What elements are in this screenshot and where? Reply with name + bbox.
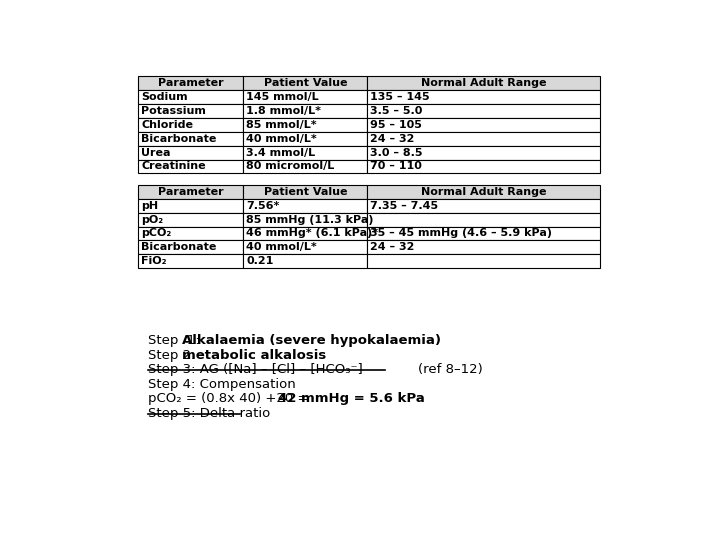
Text: metabolic alkalosis: metabolic alkalosis bbox=[182, 349, 326, 362]
Bar bbox=[243, 90, 367, 104]
Bar bbox=[243, 254, 367, 268]
Bar bbox=[367, 226, 600, 240]
Text: Bicarbonate: Bicarbonate bbox=[141, 134, 217, 144]
Text: 85 mmHg (11.3 kPa): 85 mmHg (11.3 kPa) bbox=[246, 214, 374, 225]
Text: pO₂: pO₂ bbox=[141, 214, 163, 225]
Bar bbox=[367, 132, 600, 146]
Bar bbox=[367, 213, 600, 226]
Text: Step 4: Compensation: Step 4: Compensation bbox=[148, 378, 296, 391]
Text: 3.5 – 5.0: 3.5 – 5.0 bbox=[370, 106, 423, 116]
Text: 7.56*: 7.56* bbox=[246, 201, 280, 211]
Text: 40 mmol/L*: 40 mmol/L* bbox=[246, 242, 318, 252]
Bar bbox=[367, 240, 600, 254]
Text: 145 mmol/L: 145 mmol/L bbox=[246, 92, 319, 102]
Bar bbox=[138, 90, 243, 104]
Bar bbox=[138, 146, 243, 159]
Text: Normal Adult Range: Normal Adult Range bbox=[420, 78, 546, 88]
Text: 80 micromol/L: 80 micromol/L bbox=[246, 161, 335, 171]
Bar bbox=[138, 118, 243, 132]
Bar bbox=[138, 226, 243, 240]
Text: Step 2:: Step 2: bbox=[148, 349, 200, 362]
Text: Parameter: Parameter bbox=[158, 78, 223, 88]
Bar bbox=[243, 118, 367, 132]
Bar bbox=[138, 199, 243, 213]
Text: Step  1:: Step 1: bbox=[148, 334, 204, 347]
Bar bbox=[243, 199, 367, 213]
Bar bbox=[243, 240, 367, 254]
Text: Chloride: Chloride bbox=[141, 120, 193, 130]
Text: Bicarbonate: Bicarbonate bbox=[141, 242, 217, 252]
Text: 1.8 mmol/L*: 1.8 mmol/L* bbox=[246, 106, 321, 116]
Text: Step 3: AG ([Na] – [Cl] – [HCO₃⁻]             (ref 8–12): Step 3: AG ([Na] – [Cl] – [HCO₃⁻] (ref 8… bbox=[148, 363, 483, 376]
Bar bbox=[138, 132, 243, 146]
Text: 46 mmHg* (6.1 kPa)*: 46 mmHg* (6.1 kPa)* bbox=[246, 228, 379, 239]
Text: Parameter: Parameter bbox=[158, 187, 223, 197]
Bar bbox=[138, 159, 243, 173]
Bar bbox=[243, 213, 367, 226]
Bar bbox=[243, 104, 367, 118]
Text: 3.0 – 8.5: 3.0 – 8.5 bbox=[370, 147, 423, 158]
Bar bbox=[243, 146, 367, 159]
Bar bbox=[367, 90, 600, 104]
Bar bbox=[367, 118, 600, 132]
Text: pH: pH bbox=[141, 201, 158, 211]
Bar bbox=[138, 76, 243, 90]
Bar bbox=[367, 254, 600, 268]
Text: pCO₂ = (0.8x 40) +20 =: pCO₂ = (0.8x 40) +20 = bbox=[148, 393, 313, 406]
Text: Step 5: Delta ratio: Step 5: Delta ratio bbox=[148, 407, 271, 420]
Bar bbox=[243, 159, 367, 173]
Text: 35 – 45 mmHg (4.6 – 5.9 kPa): 35 – 45 mmHg (4.6 – 5.9 kPa) bbox=[370, 228, 552, 239]
Bar bbox=[243, 132, 367, 146]
Bar bbox=[138, 240, 243, 254]
Bar bbox=[367, 159, 600, 173]
Text: 95 – 105: 95 – 105 bbox=[370, 120, 422, 130]
Bar bbox=[367, 76, 600, 90]
Bar bbox=[243, 76, 367, 90]
Text: Urea: Urea bbox=[141, 147, 171, 158]
Text: pCO₂: pCO₂ bbox=[141, 228, 171, 239]
Bar bbox=[367, 199, 600, 213]
Text: 70 – 110: 70 – 110 bbox=[370, 161, 422, 171]
Bar bbox=[243, 226, 367, 240]
Text: 40 mmol/L*: 40 mmol/L* bbox=[246, 134, 318, 144]
Bar bbox=[367, 185, 600, 199]
Bar bbox=[138, 213, 243, 226]
Text: Creatinine: Creatinine bbox=[141, 161, 206, 171]
Bar bbox=[138, 104, 243, 118]
Bar bbox=[367, 104, 600, 118]
Bar bbox=[138, 254, 243, 268]
Text: Alkalaemia (severe hypokalaemia): Alkalaemia (severe hypokalaemia) bbox=[182, 334, 441, 347]
Text: 24 – 32: 24 – 32 bbox=[370, 134, 415, 144]
Text: 42 mmHg = 5.6 kPa: 42 mmHg = 5.6 kPa bbox=[279, 393, 425, 406]
Text: 85 mmol/L*: 85 mmol/L* bbox=[246, 120, 317, 130]
Text: 3.4 mmol/L: 3.4 mmol/L bbox=[246, 147, 315, 158]
Text: Potassium: Potassium bbox=[141, 106, 206, 116]
Text: Normal Adult Range: Normal Adult Range bbox=[420, 187, 546, 197]
Text: FiO₂: FiO₂ bbox=[141, 256, 166, 266]
Text: 24 – 32: 24 – 32 bbox=[370, 242, 415, 252]
Text: Patient Value: Patient Value bbox=[264, 78, 347, 88]
Bar bbox=[367, 146, 600, 159]
Bar bbox=[138, 185, 243, 199]
Text: Sodium: Sodium bbox=[141, 92, 188, 102]
Text: Patient Value: Patient Value bbox=[264, 187, 347, 197]
Bar bbox=[243, 185, 367, 199]
Text: 7.35 – 7.45: 7.35 – 7.45 bbox=[370, 201, 438, 211]
Text: 0.21: 0.21 bbox=[246, 256, 274, 266]
Text: 135 – 145: 135 – 145 bbox=[370, 92, 430, 102]
